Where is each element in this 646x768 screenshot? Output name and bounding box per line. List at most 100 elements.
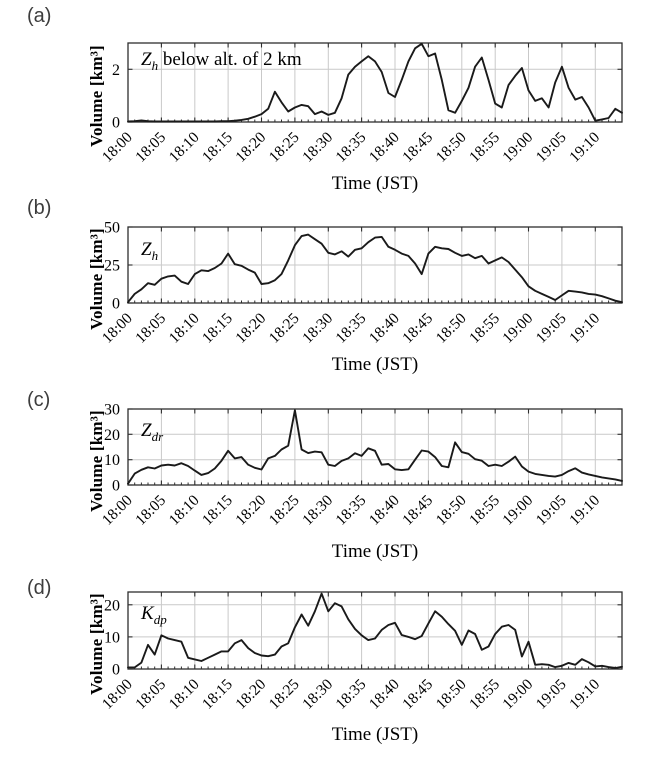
x-tick-label: 18:45	[399, 310, 436, 347]
series-label-c: Zdr	[141, 420, 164, 444]
series-symbol-c: Z	[141, 420, 152, 441]
x-tick-label: 18:50	[433, 310, 470, 347]
x-tick-label: 18:15	[199, 492, 236, 529]
y-tick-label: 30	[104, 402, 120, 419]
x-tick-label: 19:00	[499, 310, 536, 347]
series-symbol-sub-b: h	[151, 247, 159, 263]
y-tick-label: 20	[104, 427, 120, 444]
data-line	[127, 233, 623, 304]
x-tick-label: 19:10	[566, 676, 603, 713]
x-tick-label: 19:10	[566, 492, 603, 529]
x-tick-label: 18:35	[332, 492, 369, 529]
x-axis-label-b: Time (JST)	[331, 354, 419, 375]
plot-d: 18:0018:0518:1018:1518:2018:2518:3018:35…	[99, 591, 623, 713]
y-tick-label: 25	[104, 258, 120, 275]
x-tick-label: 18:20	[232, 129, 269, 166]
panel-b: 18:00 18:05 18:10 18:15 18:20 18:25 18:30 18:35…	[0, 190, 646, 385]
x-tick-label: 18:40	[366, 676, 403, 713]
y-axis-label-a: Volume [km³]	[87, 45, 106, 147]
x-tick-label: 18:45	[399, 676, 436, 713]
x-tick-label: 18:20	[232, 492, 269, 529]
x-tick-label: 18:45	[399, 129, 436, 166]
data-line	[127, 409, 623, 485]
series-label-suffix-a: below alt. of 2 km	[158, 49, 302, 70]
y-tick-label: 0	[112, 296, 120, 313]
y-tick-label: 0	[112, 478, 120, 495]
x-tick-label: 18:30	[299, 129, 336, 166]
series-symbol-a: Z	[141, 49, 152, 70]
x-tick-label: 18:10	[166, 676, 203, 713]
x-tick-label: 18:15	[199, 129, 236, 166]
x-tick-label: 19:10	[566, 310, 603, 347]
y-tick-label: 10	[104, 452, 120, 469]
x-tick-label: 18:05	[132, 310, 169, 347]
x-tick-label: 18:50	[433, 676, 470, 713]
x-tick-label: 18:25	[266, 676, 303, 713]
x-tick-label: 19:00	[499, 676, 536, 713]
x-tick-label: 18:55	[466, 310, 503, 347]
y-axis-label-b: Volume [km³]	[87, 228, 106, 330]
series-symbol-d: K	[141, 603, 154, 624]
x-tick-label: 19:00	[499, 129, 536, 166]
panel-letter-c: (c)	[27, 389, 51, 411]
data-line	[127, 42, 623, 123]
x-tick-label: 18:10	[166, 492, 203, 529]
panel-letter-d: (d)	[27, 577, 52, 599]
x-tick-label: 19:05	[533, 676, 570, 713]
x-tick-label: 18:05	[132, 676, 169, 713]
panel-a: 18:00 18:05 18:10 18:15 18:20 18:25 18:30 18:35…	[0, 0, 646, 194]
x-tick-label: 18:25	[266, 310, 303, 347]
x-tick-label: 18:40	[366, 129, 403, 166]
plot-c: 18:0018:0518:1018:1518:2018:2518:3018:35…	[99, 402, 623, 529]
x-tick-label: 19:00	[499, 492, 536, 529]
plot-b: 18:0018:0518:1018:1518:2018:2518:3018:35…	[99, 220, 623, 347]
x-tick-label: 18:35	[332, 129, 369, 166]
x-tick-label: 18:45	[399, 492, 436, 529]
x-axis-label-c: Time (JST)	[331, 541, 419, 562]
x-tick-label: 19:05	[533, 492, 570, 529]
x-tick-label: 18:35	[332, 310, 369, 347]
x-tick-label: 18:30	[299, 492, 336, 529]
y-tick-label: 0	[112, 115, 120, 132]
x-tick-label: 19:10	[566, 129, 603, 166]
plot-border	[127, 408, 623, 486]
x-axis-label-d: Time (JST)	[331, 724, 419, 745]
x-tick-label: 18:20	[232, 676, 269, 713]
x-tick-label: 18:55	[466, 129, 503, 166]
series-symbol-sub-c: dr	[151, 428, 164, 444]
x-axis-label-a: Time (JST)	[331, 173, 419, 194]
plot-a: 18:0018:0518:1018:1518:2018:2518:3018:35…	[99, 42, 623, 166]
x-tick-label: 19:05	[533, 129, 570, 166]
panel-c: 18:00 18:05 18:10 18:15 18:20 18:25 18:30 18:35…	[0, 385, 646, 570]
x-tick-label: 18:30	[299, 310, 336, 347]
x-tick-label: 18:40	[366, 492, 403, 529]
x-tick-label: 18:05	[132, 129, 169, 166]
series-label-d: Kdp	[141, 603, 167, 626]
x-tick-label: 18:40	[366, 310, 403, 347]
series-label-a: Zh below alt. of 2 km	[141, 49, 302, 73]
x-tick-label: 18:15	[199, 310, 236, 347]
panel-letter-a: (a)	[27, 5, 52, 27]
x-tick-label: 18:10	[166, 129, 203, 166]
panel-d: 18:00 18:05 18:10 18:15 18:20 18:25 18:30 18:35…	[0, 570, 646, 768]
series-symbol-b: Z	[141, 239, 152, 260]
x-tick-label: 19:05	[533, 310, 570, 347]
plot-border	[127, 591, 623, 670]
x-tick-label: 18:30	[299, 676, 336, 713]
x-tick-label: 18:50	[433, 492, 470, 529]
x-tick-label: 18:55	[466, 492, 503, 529]
y-tick-label: 50	[104, 220, 120, 237]
series-label-b: Zh	[141, 239, 159, 263]
y-tick-label: 0	[112, 662, 120, 679]
data-line	[127, 592, 623, 669]
y-tick-label: 20	[104, 597, 120, 614]
x-tick-label: 18:50	[433, 129, 470, 166]
panel-letter-b: (b)	[27, 197, 52, 219]
x-tick-label: 18:35	[332, 676, 369, 713]
series-symbol-sub-a: h	[151, 57, 159, 73]
x-tick-label: 18:20	[232, 310, 269, 347]
x-tick-label: 18:05	[132, 492, 169, 529]
y-axis-label-c: Volume [km³]	[87, 410, 106, 512]
y-axis-label-d: Volume [km³]	[87, 593, 106, 695]
